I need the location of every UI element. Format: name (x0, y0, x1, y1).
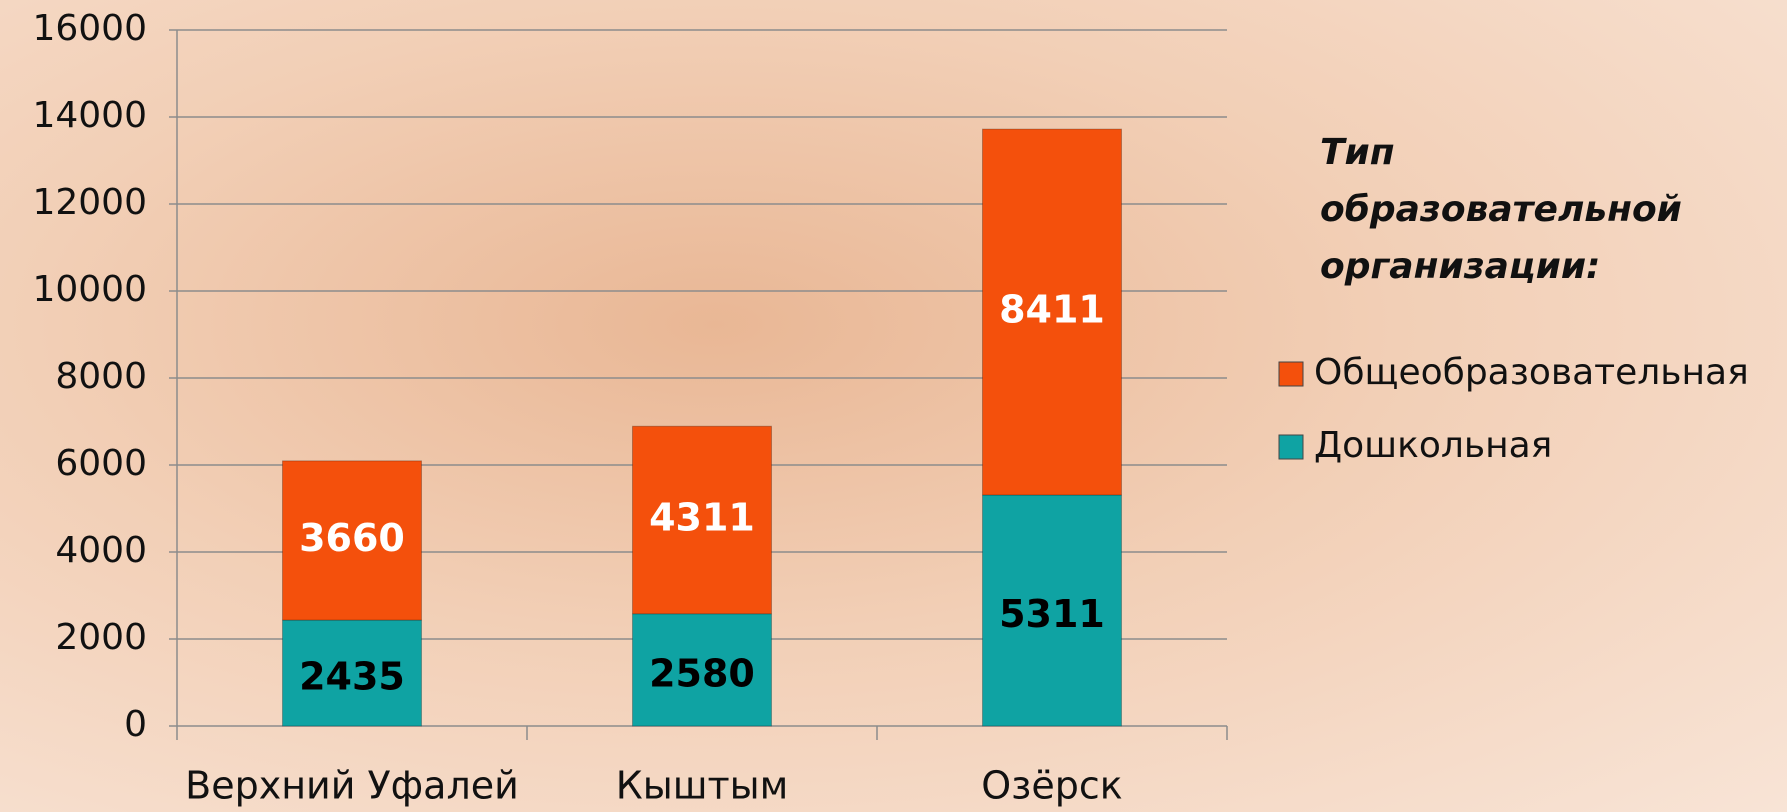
data-label: 5311 (999, 592, 1105, 636)
y-tick-label: 12000 (32, 182, 147, 223)
legend-swatch (1279, 362, 1303, 386)
x-tick-label: Кыштым (616, 764, 789, 808)
legend-label: Общеобразовательная (1314, 352, 1749, 393)
data-label: 4311 (649, 496, 755, 540)
legend-title-line: организации: (1320, 246, 1600, 287)
legend-title-line: образовательной (1320, 189, 1682, 230)
data-label: 2435 (299, 655, 405, 699)
y-tick-label: 6000 (55, 443, 147, 484)
y-tick-label: 14000 (32, 95, 147, 136)
data-label: 2580 (649, 651, 755, 695)
chart: 0 2000 4000 6000 8000 10000 12000 14000 16000 Вер… (0, 0, 1787, 812)
data-label: 3660 (299, 516, 405, 560)
y-tick-label: 8000 (55, 356, 147, 397)
legend-label: Дошкольная (1314, 425, 1552, 466)
legend-swatch (1279, 435, 1303, 459)
x-tick-label: Верхний Уфалей (185, 764, 519, 808)
y-tick-label: 10000 (32, 269, 147, 310)
y-tick-label: 4000 (55, 530, 147, 571)
legend-title: Тип образовательной организации: (1320, 132, 1682, 287)
y-tick-label: 0 (124, 704, 147, 745)
y-tick-label: 16000 (32, 8, 147, 49)
x-tick-label: Озёрск (981, 764, 1122, 808)
y-tick-label: 2000 (55, 617, 147, 658)
data-label: 8411 (999, 288, 1105, 332)
legend-title-line: Тип (1320, 132, 1395, 173)
